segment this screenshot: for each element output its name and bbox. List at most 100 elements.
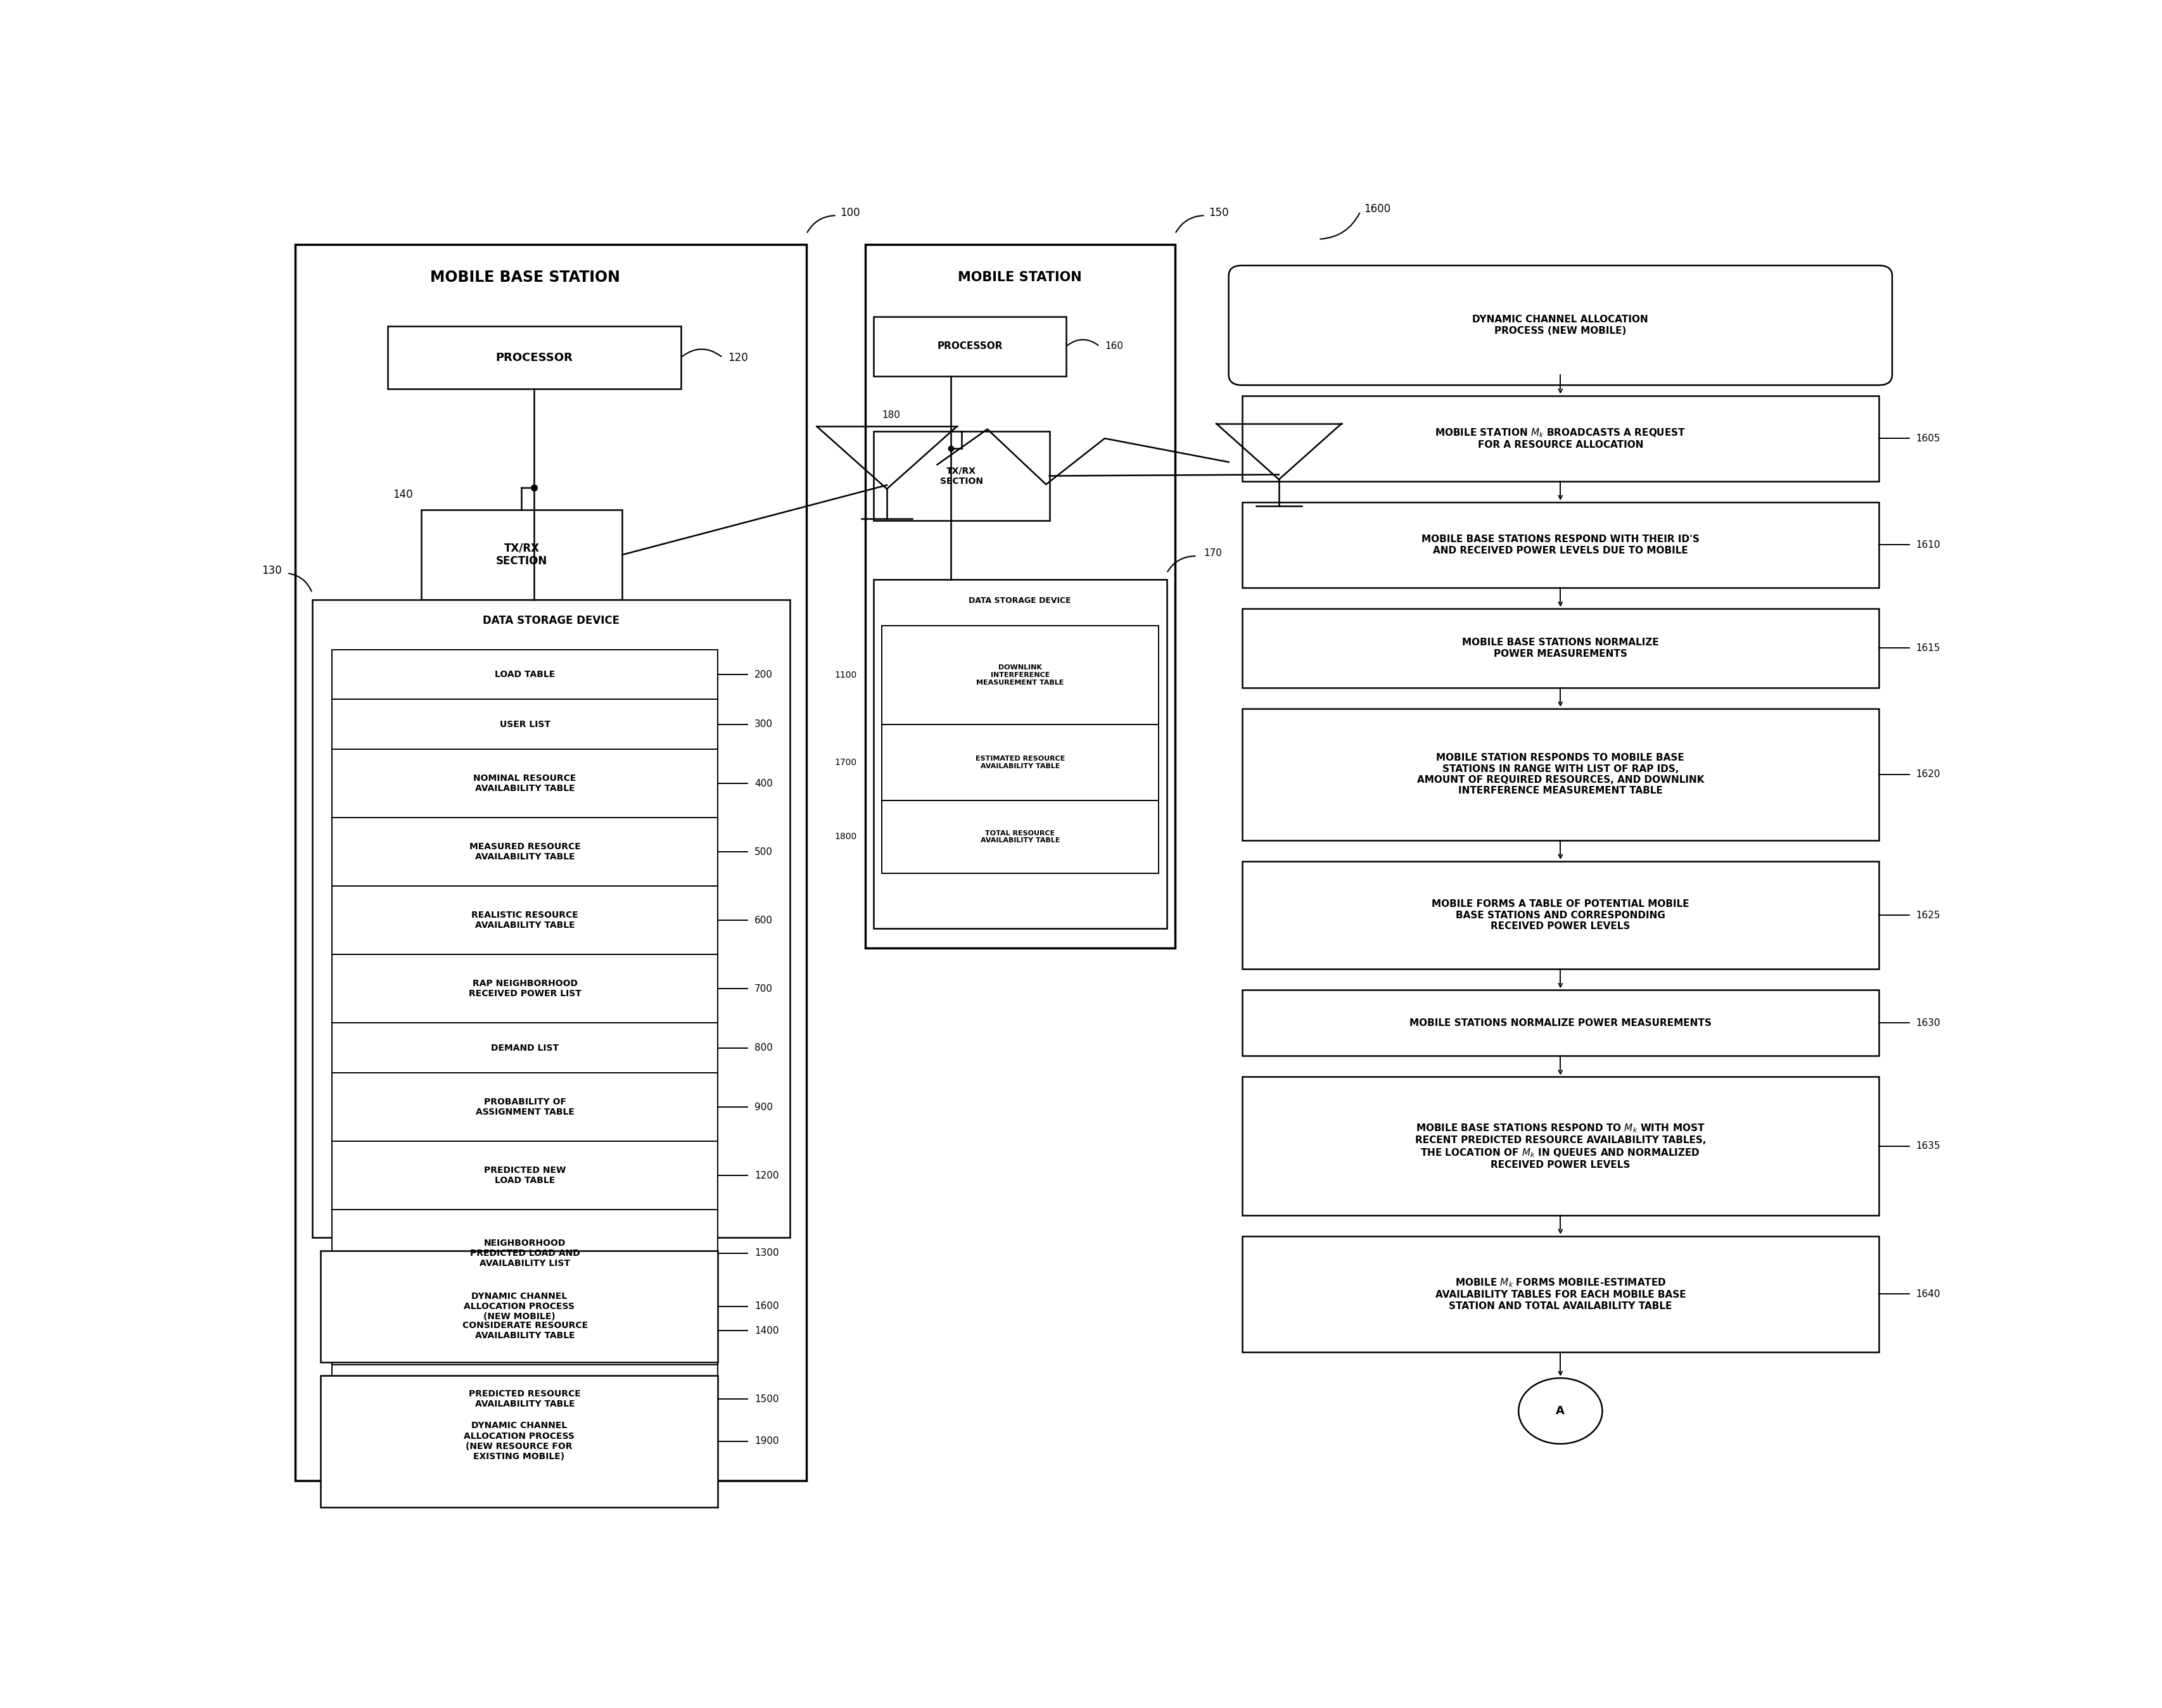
Text: A: A (1557, 1406, 1565, 1416)
Text: USER LIST: USER LIST (499, 721, 551, 729)
Text: CONSIDERATE RESOURCE
AVAILABILITY TABLE: CONSIDERATE RESOURCE AVAILABILITY TABLE (463, 1322, 588, 1341)
Bar (333, 818, 718, 886)
Text: 160: 160 (1105, 342, 1122, 352)
Text: 120: 120 (729, 352, 748, 364)
Bar (333, 1073, 718, 1141)
Text: 200: 200 (755, 670, 772, 680)
Text: 1630: 1630 (1916, 1018, 1939, 1028)
Text: 1900: 1900 (755, 1436, 778, 1447)
Bar (320, 1250, 718, 1363)
Text: 500: 500 (755, 847, 772, 857)
Text: MOBILE BASE STATIONS RESPOND WITH THEIR ID'S
AND RECEIVED POWER LEVELS DUE TO MO: MOBILE BASE STATIONS RESPOND WITH THEIR … (1420, 535, 1699, 555)
Text: MOBILE BASE STATION: MOBILE BASE STATION (430, 270, 620, 285)
Text: MOBILE STATION: MOBILE STATION (958, 272, 1081, 284)
Bar (1241, 396, 1879, 482)
Text: 1625: 1625 (1916, 910, 1939, 921)
Text: NOMINAL RESOURCE
AVAILABILITY TABLE: NOMINAL RESOURCE AVAILABILITY TABLE (473, 774, 577, 793)
Text: ESTIMATED RESOURCE
AVAILABILITY TABLE: ESTIMATED RESOURCE AVAILABILITY TABLE (975, 755, 1066, 769)
Text: PROCESSOR: PROCESSOR (936, 342, 1003, 352)
Text: 1500: 1500 (755, 1394, 778, 1404)
Bar (387, 326, 681, 389)
Text: TOTAL RESOURCE
AVAILABILITY TABLE: TOTAL RESOURCE AVAILABILITY TABLE (979, 830, 1059, 844)
Circle shape (1518, 1378, 1602, 1443)
Text: 900: 900 (755, 1102, 772, 1112)
Text: 1635: 1635 (1916, 1141, 1939, 1151)
Text: 130: 130 (262, 565, 281, 576)
Bar (1241, 709, 1879, 840)
Text: DYNAMIC CHANNEL ALLOCATION
PROCESS (NEW MOBILE): DYNAMIC CHANNEL ALLOCATION PROCESS (NEW … (1472, 314, 1647, 335)
Bar (882, 724, 1159, 801)
Text: 1600: 1600 (1364, 203, 1390, 215)
Text: 300: 300 (755, 719, 772, 729)
Bar (333, 955, 718, 1023)
Bar (1241, 608, 1879, 688)
Text: PREDICTED NEW
LOAD TABLE: PREDICTED NEW LOAD TABLE (484, 1167, 566, 1185)
Text: 1400: 1400 (755, 1325, 778, 1336)
Text: MOBILE $\mathit{M_k}$ FORMS MOBILE-ESTIMATED
AVAILABILITY TABLES FOR EACH MOBILE: MOBILE $\mathit{M_k}$ FORMS MOBILE-ESTIM… (1436, 1278, 1686, 1310)
Text: TX/RX
SECTION: TX/RX SECTION (940, 466, 984, 485)
Text: 1605: 1605 (1916, 434, 1939, 442)
Text: 1600: 1600 (755, 1301, 778, 1312)
Text: DOWNLINK
INTERFERENCE
MEASUREMENT TABLE: DOWNLINK INTERFERENCE MEASUREMENT TABLE (977, 664, 1064, 685)
Text: 400: 400 (755, 779, 772, 789)
Text: 1610: 1610 (1916, 540, 1939, 550)
Bar (1241, 502, 1879, 588)
Bar (333, 1296, 718, 1365)
Text: DEMAND LIST: DEMAND LIST (491, 1044, 558, 1052)
Bar (333, 886, 718, 955)
Bar (873, 316, 1066, 376)
Text: NEIGHBORHOOD
PREDICTED LOAD AND
AVAILABILITY LIST: NEIGHBORHOOD PREDICTED LOAD AND AVAILABI… (469, 1238, 579, 1267)
Text: MEASURED RESOURCE
AVAILABILITY TABLE: MEASURED RESOURCE AVAILABILITY TABLE (469, 842, 582, 861)
Bar (1241, 1078, 1879, 1214)
Bar (333, 1365, 718, 1433)
Bar (1241, 1237, 1879, 1351)
Bar (320, 1375, 718, 1506)
Bar (333, 700, 718, 750)
Text: 800: 800 (755, 1044, 772, 1052)
Text: 180: 180 (882, 410, 899, 420)
Text: MOBILE BASE STATIONS NORMALIZE
POWER MEASUREMENTS: MOBILE BASE STATIONS NORMALIZE POWER MEA… (1462, 637, 1658, 658)
Text: 1640: 1640 (1916, 1290, 1939, 1298)
Text: RAP NEIGHBORHOOD
RECEIVED POWER LIST: RAP NEIGHBORHOOD RECEIVED POWER LIST (469, 979, 582, 999)
Text: 100: 100 (839, 207, 860, 219)
Text: 600: 600 (755, 915, 772, 926)
Text: PROBABILITY OF
ASSIGNMENT TABLE: PROBABILITY OF ASSIGNMENT TABLE (476, 1098, 575, 1117)
Bar (296, 244, 806, 1481)
Bar (882, 801, 1159, 873)
Text: MOBILE STATION $\mathit{M_k}$ BROADCASTS A REQUEST
FOR A RESOURCE ALLOCATION: MOBILE STATION $\mathit{M_k}$ BROADCASTS… (1436, 427, 1686, 449)
Text: 150: 150 (1209, 207, 1228, 219)
Text: 1615: 1615 (1916, 644, 1939, 652)
Text: LOAD TABLE: LOAD TABLE (495, 670, 556, 678)
Bar (333, 750, 718, 818)
Bar (311, 600, 789, 1237)
Bar (333, 1209, 718, 1296)
Bar (865, 244, 1176, 948)
Bar (873, 579, 1167, 929)
Text: PREDICTED RESOURCE
AVAILABILITY TABLE: PREDICTED RESOURCE AVAILABILITY TABLE (469, 1390, 582, 1409)
Bar (882, 625, 1159, 724)
Text: 140: 140 (393, 488, 413, 500)
Bar (1241, 861, 1879, 968)
Bar (1241, 991, 1879, 1056)
Text: 1100: 1100 (835, 671, 856, 680)
Text: 1300: 1300 (755, 1249, 778, 1257)
Text: 1200: 1200 (755, 1170, 778, 1180)
Text: TX/RX
SECTION: TX/RX SECTION (495, 543, 547, 567)
Text: 1800: 1800 (835, 832, 856, 842)
Text: 170: 170 (1204, 548, 1222, 559)
Text: 1700: 1700 (835, 758, 856, 767)
Text: 1620: 1620 (1916, 770, 1939, 779)
Text: REALISTIC RESOURCE
AVAILABILITY TABLE: REALISTIC RESOURCE AVAILABILITY TABLE (471, 910, 579, 929)
Text: PROCESSOR: PROCESSOR (495, 352, 573, 364)
Text: MOBILE FORMS A TABLE OF POTENTIAL MOBILE
BASE STATIONS AND CORRESPONDING
RECEIVE: MOBILE FORMS A TABLE OF POTENTIAL MOBILE… (1431, 900, 1689, 931)
Text: DATA STORAGE DEVICE: DATA STORAGE DEVICE (482, 615, 618, 627)
Bar (333, 1141, 718, 1209)
Bar (873, 430, 1049, 521)
Text: DYNAMIC CHANNEL
ALLOCATION PROCESS
(NEW RESOURCE FOR
EXISTING MOBILE): DYNAMIC CHANNEL ALLOCATION PROCESS (NEW … (463, 1421, 575, 1460)
Bar (333, 1023, 718, 1073)
Text: DYNAMIC CHANNEL
ALLOCATION PROCESS
(NEW MOBILE): DYNAMIC CHANNEL ALLOCATION PROCESS (NEW … (463, 1291, 575, 1320)
Text: MOBILE BASE STATIONS RESPOND TO $\mathit{M_k}$ WITH MOST
RECENT PREDICTED RESOUR: MOBILE BASE STATIONS RESPOND TO $\mathit… (1414, 1122, 1706, 1170)
Text: DATA STORAGE DEVICE: DATA STORAGE DEVICE (969, 596, 1070, 605)
FancyBboxPatch shape (1228, 265, 1892, 384)
Bar (333, 649, 718, 700)
